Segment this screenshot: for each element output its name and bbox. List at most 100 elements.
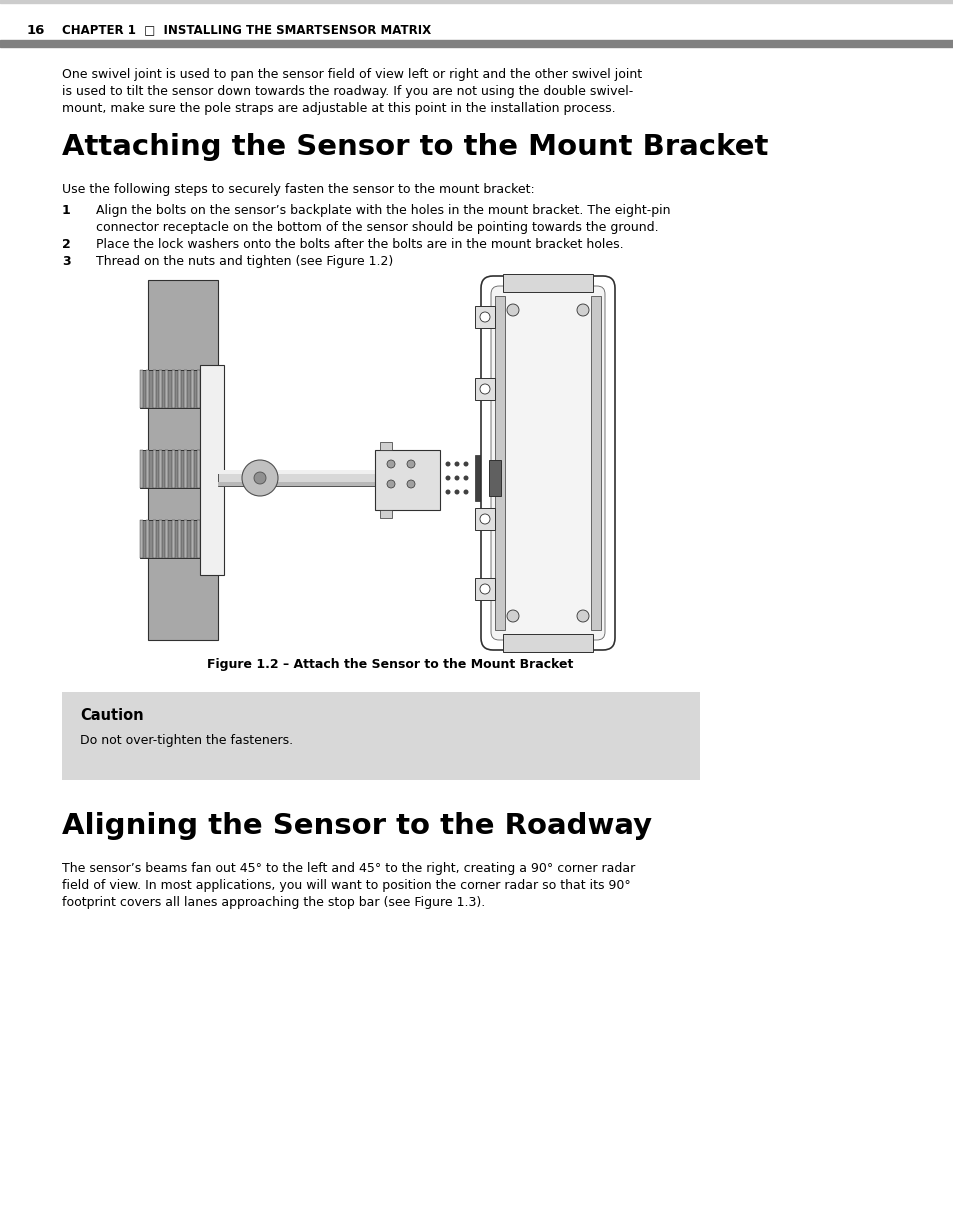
Circle shape [454, 490, 459, 494]
Circle shape [479, 584, 490, 594]
Text: is used to tilt the sensor down towards the roadway. If you are not using the do: is used to tilt the sensor down towards … [62, 85, 633, 98]
Bar [152, 371, 155, 409]
Bar [146, 520, 150, 558]
Circle shape [242, 460, 277, 496]
Bar [152, 450, 155, 488]
Text: Attaching the Sensor to the Mount Bracket: Attaching the Sensor to the Mount Bracke… [62, 133, 767, 161]
Bar [200, 364, 224, 575]
Bar [62, 692, 700, 780]
Bar [191, 450, 193, 488]
Bar [475, 508, 495, 530]
Circle shape [454, 476, 459, 481]
Circle shape [454, 461, 459, 466]
Bar [159, 520, 162, 558]
Bar [165, 450, 169, 488]
Circle shape [577, 610, 588, 622]
Text: footprint covers all lanes approaching the stop bar (see Figure 1.3).: footprint covers all lanes approaching t… [62, 896, 485, 909]
Bar [475, 306, 495, 328]
Bar [218, 482, 379, 486]
Circle shape [463, 461, 468, 466]
Circle shape [479, 514, 490, 524]
Bar [191, 371, 193, 409]
Bar [165, 371, 169, 409]
Bar [196, 371, 200, 409]
Bar [140, 371, 200, 409]
Bar [152, 520, 155, 558]
Bar [159, 450, 162, 488]
Bar [184, 450, 187, 488]
Bar [177, 520, 181, 558]
Circle shape [463, 476, 468, 481]
Bar [177, 450, 181, 488]
Text: field of view. In most applications, you will want to position the corner radar : field of view. In most applications, you… [62, 879, 630, 892]
FancyBboxPatch shape [491, 286, 604, 640]
Bar [0, 40, 953, 47]
Bar [172, 371, 174, 409]
Text: Place the lock washers onto the bolts after the bolts are in the mount bracket h: Place the lock washers onto the bolts af… [96, 238, 623, 252]
Bar [475, 378, 495, 400]
Circle shape [445, 461, 450, 466]
Text: 16: 16 [27, 23, 46, 37]
Bar [146, 450, 150, 488]
Bar [140, 520, 143, 558]
Text: The sensor’s beams fan out 45° to the left and 45° to the right, creating a 90° : The sensor’s beams fan out 45° to the le… [62, 863, 635, 875]
Text: CHAPTER 1  □  INSTALLING THE SMARTSENSOR MATRIX: CHAPTER 1 □ INSTALLING THE SMARTSENSOR M… [62, 23, 431, 37]
Bar [379, 510, 392, 518]
Text: Thread on the nuts and tighten (see Figure 1.2): Thread on the nuts and tighten (see Figu… [96, 255, 393, 267]
Circle shape [463, 490, 468, 494]
Text: 1: 1 [62, 204, 71, 217]
Text: mount, make sure the pole straps are adjustable at this point in the installatio: mount, make sure the pole straps are adj… [62, 102, 615, 115]
Bar [379, 442, 392, 450]
Bar [502, 634, 593, 652]
Text: 3: 3 [62, 255, 71, 267]
Bar [196, 450, 200, 488]
Circle shape [506, 610, 518, 622]
Bar [140, 450, 143, 488]
Text: 2: 2 [62, 238, 71, 252]
Bar [191, 520, 193, 558]
Bar [218, 470, 379, 486]
Bar [475, 455, 482, 501]
Bar [159, 371, 162, 409]
Circle shape [407, 480, 415, 488]
Bar [475, 578, 495, 600]
Circle shape [387, 460, 395, 467]
Bar [489, 460, 500, 496]
Bar [177, 371, 181, 409]
Circle shape [506, 304, 518, 317]
Circle shape [387, 480, 395, 488]
Bar [148, 280, 218, 640]
Bar [146, 371, 150, 409]
Bar [0, 0, 953, 2]
Bar [590, 296, 600, 629]
Circle shape [407, 460, 415, 467]
Bar [196, 520, 200, 558]
Text: Figure 1.2 – Attach the Sensor to the Mount Bracket: Figure 1.2 – Attach the Sensor to the Mo… [207, 658, 573, 671]
Circle shape [445, 476, 450, 481]
Bar [172, 520, 174, 558]
Bar [140, 450, 200, 488]
Circle shape [445, 490, 450, 494]
Bar [184, 520, 187, 558]
Bar [218, 470, 379, 474]
Bar [502, 274, 593, 292]
Text: Aligning the Sensor to the Roadway: Aligning the Sensor to the Roadway [62, 812, 652, 840]
FancyBboxPatch shape [480, 276, 615, 650]
Text: connector receptacle on the bottom of the sensor should be pointing towards the : connector receptacle on the bottom of th… [96, 221, 658, 234]
Bar [495, 296, 504, 629]
Bar [184, 371, 187, 409]
Text: Caution: Caution [80, 708, 144, 723]
Bar [140, 520, 200, 558]
Bar [140, 371, 143, 409]
Text: Use the following steps to securely fasten the sensor to the mount bracket:: Use the following steps to securely fast… [62, 183, 535, 196]
Text: Do not over-tighten the fasteners.: Do not over-tighten the fasteners. [80, 734, 293, 747]
Text: One swivel joint is used to pan the sensor field of view left or right and the o: One swivel joint is used to pan the sens… [62, 67, 641, 81]
Circle shape [577, 304, 588, 317]
Bar [172, 450, 174, 488]
Text: Align the bolts on the sensor’s backplate with the holes in the mount bracket. T: Align the bolts on the sensor’s backplat… [96, 204, 670, 217]
Circle shape [479, 384, 490, 394]
Circle shape [479, 312, 490, 321]
Bar [165, 520, 169, 558]
Bar [375, 450, 439, 510]
Circle shape [253, 472, 266, 483]
